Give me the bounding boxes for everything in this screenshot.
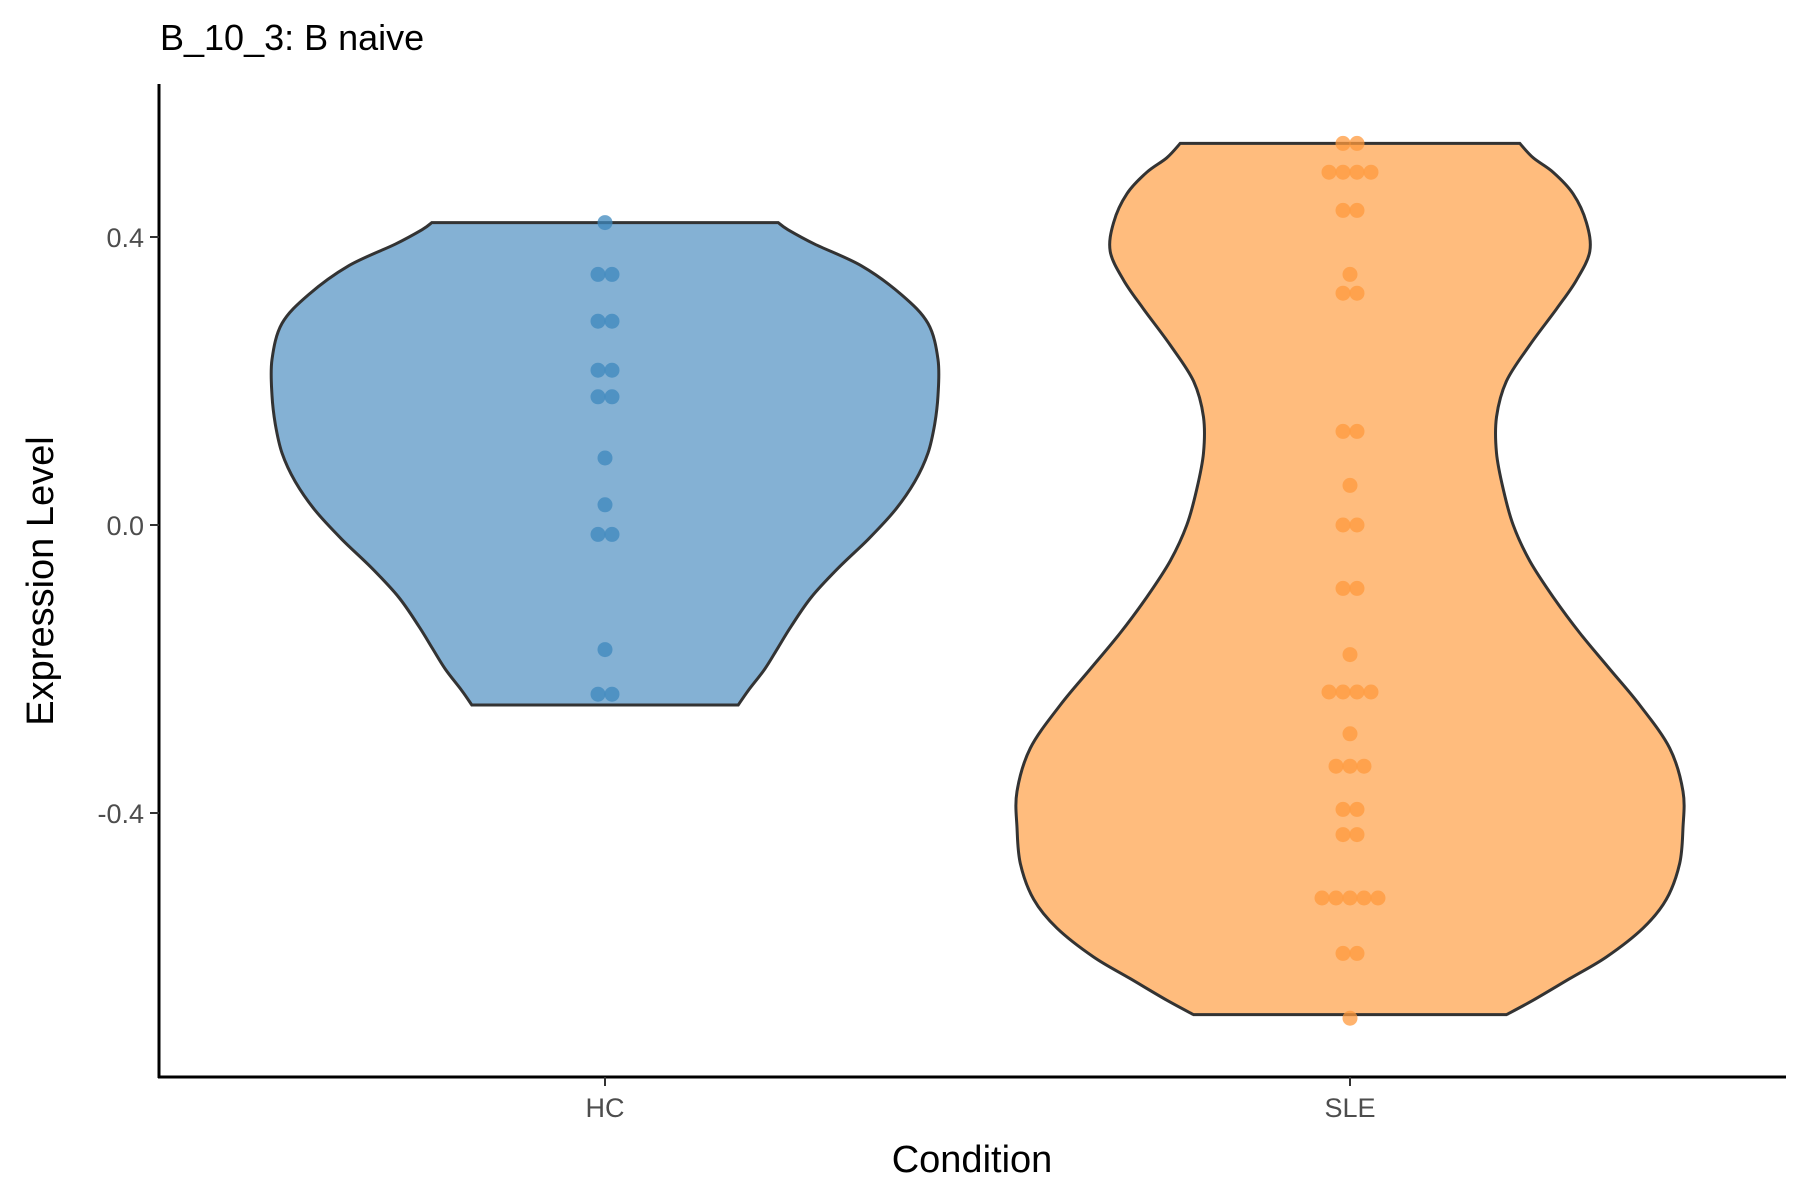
data-point-sle [1349, 945, 1365, 961]
data-point-hc [597, 642, 613, 658]
data-point-sle [1363, 684, 1379, 700]
data-point-hc [597, 215, 613, 231]
data-point-hc [597, 450, 613, 466]
data-point-hc [590, 686, 606, 702]
data-point-hc [590, 389, 606, 405]
y-axis-label: Expression Level [20, 436, 62, 725]
data-point-hc [597, 497, 613, 513]
data-point-sle [1328, 890, 1344, 906]
x-tick-label-hc: HC [586, 1093, 625, 1123]
data-point-sle [1335, 423, 1351, 439]
data-point-sle [1342, 890, 1358, 906]
data-point-sle [1342, 647, 1358, 663]
data-point-sle [1356, 890, 1372, 906]
data-point-sle [1349, 827, 1365, 843]
data-point-hc [590, 313, 606, 329]
data-point-sle [1349, 423, 1365, 439]
data-point-sle [1335, 684, 1351, 700]
data-point-sle [1335, 517, 1351, 533]
x-axis-label: Condition [892, 1139, 1053, 1181]
data-point-sle [1321, 684, 1337, 700]
data-point-sle [1328, 758, 1344, 774]
data-point-hc [604, 266, 620, 282]
x-axis-ticks: HC SLE [586, 1077, 1376, 1123]
data-point-sle [1335, 164, 1351, 180]
data-point-sle [1335, 827, 1351, 843]
y-axis-ticks: -0.4 0.0 0.4 [97, 223, 159, 829]
data-point-hc [604, 686, 620, 702]
data-point-sle [1335, 285, 1351, 301]
data-point-hc [604, 362, 620, 378]
data-point-sle [1363, 164, 1379, 180]
data-point-sle [1335, 580, 1351, 596]
data-point-sle [1370, 890, 1386, 906]
x-tick-label-sle: SLE [1324, 1093, 1375, 1123]
data-point-sle [1349, 164, 1365, 180]
data-point-sle [1349, 801, 1365, 817]
data-point-sle [1349, 202, 1365, 218]
data-point-sle [1342, 266, 1358, 282]
data-point-sle [1342, 758, 1358, 774]
data-point-sle [1342, 477, 1358, 493]
data-point-hc [590, 526, 606, 542]
data-point-sle [1335, 135, 1351, 151]
data-point-sle [1342, 1010, 1358, 1026]
data-point-sle [1335, 945, 1351, 961]
data-point-sle [1349, 684, 1365, 700]
data-point-hc [604, 526, 620, 542]
data-point-sle [1335, 801, 1351, 817]
data-point-sle [1342, 726, 1358, 742]
y-tick-label: -0.4 [97, 799, 144, 829]
plot-area [269, 135, 1686, 1026]
data-point-sle [1314, 890, 1330, 906]
data-point-sle [1349, 135, 1365, 151]
violin-sle [1014, 141, 1686, 1017]
data-point-sle [1356, 758, 1372, 774]
data-point-hc [604, 389, 620, 405]
data-point-hc [590, 266, 606, 282]
y-tick-label: 0.4 [106, 223, 144, 253]
data-point-sle [1321, 164, 1337, 180]
data-point-hc [590, 362, 606, 378]
data-point-sle [1335, 202, 1351, 218]
chart-title: B_10_3: B naive [160, 17, 424, 58]
data-point-sle [1349, 580, 1365, 596]
y-tick-label: 0.0 [106, 511, 144, 541]
data-point-sle [1349, 517, 1365, 533]
data-point-sle [1349, 285, 1365, 301]
data-point-hc [604, 313, 620, 329]
